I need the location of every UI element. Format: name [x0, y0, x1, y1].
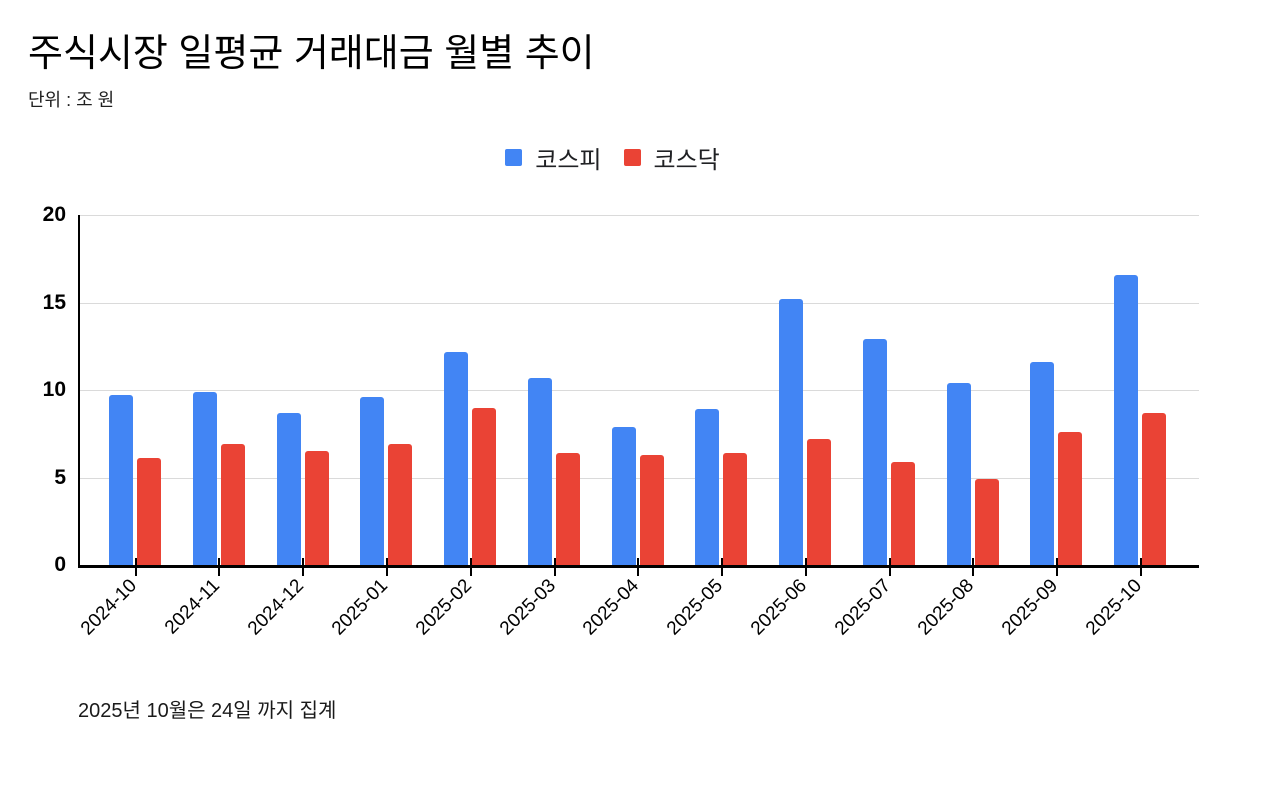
legend-label: 코스피 — [535, 146, 602, 174]
kospi-bar — [862, 339, 887, 565]
gridline — [80, 390, 1199, 391]
kospi-bar — [1114, 274, 1139, 565]
kospi-bar — [109, 395, 133, 565]
kospi-bar — [946, 383, 971, 565]
gridline — [80, 477, 1199, 479]
x-axis-tick — [553, 558, 556, 576]
footnote: 2025년 10월은 24일 까지 집계 — [78, 700, 337, 722]
y-axis-label: 20 — [42, 203, 66, 226]
x-axis-label: 2025-02 — [411, 575, 476, 640]
plot-area: 2024-10 2024-11 2024-12 2025-01 2025-02 2025-… — [77, 215, 1199, 639]
kospi-bar — [779, 299, 804, 565]
x-axis-label: 2025-08 — [914, 575, 979, 640]
kosdaq-bar — [974, 479, 999, 565]
x-axis-label: 2025-06 — [746, 575, 811, 640]
kosdaq-bar — [388, 444, 413, 565]
kospi-bar — [360, 397, 385, 565]
x-axis-tick — [134, 558, 137, 576]
kosdaq-bar — [890, 461, 915, 565]
unit-label: 단위 : 조 원 — [28, 90, 115, 110]
kosdaq-bar — [304, 451, 329, 565]
x-axis-label: 2025-09 — [998, 575, 1063, 640]
x-axis-label: 2025-04 — [579, 575, 644, 640]
y-axis-label: 15 — [42, 290, 66, 314]
x-axis-tick — [469, 558, 472, 576]
y-axis-label: 0 — [54, 553, 66, 576]
kosdaq-bar — [137, 458, 161, 565]
x-axis-tick — [637, 558, 640, 576]
x-axis-tick — [1056, 558, 1059, 576]
x-axis-tick — [888, 558, 891, 576]
y-axis-label: 5 — [54, 465, 66, 489]
kospi-bar — [444, 351, 469, 565]
gridline — [80, 215, 1199, 216]
y-axis-label: 10 — [42, 378, 66, 401]
kosdaq-bar — [639, 454, 664, 565]
x-axis-label: 2025-01 — [327, 575, 393, 640]
kosdaq-bar — [220, 444, 245, 565]
x-axis-tick — [1139, 558, 1142, 576]
x-axis-tick — [386, 558, 388, 576]
kosdaq-bar — [723, 453, 748, 565]
gridline — [80, 302, 1199, 304]
x-axis-label: 2024-10 — [76, 575, 141, 640]
kospi-bar — [527, 377, 552, 565]
kospi-bar — [276, 412, 301, 565]
kospi-legend-swatch-icon — [505, 148, 523, 166]
kosdaq-bar — [1142, 412, 1167, 565]
x-axis-tick — [972, 558, 975, 576]
x-axis-label: 2024-12 — [244, 575, 309, 640]
legend-item-kospi: 코스피 — [505, 140, 602, 175]
legend: 코스피 코스닥 — [0, 140, 1225, 175]
legend-label: 코스닥 — [653, 146, 720, 174]
kospi-bar — [611, 426, 636, 565]
x-axis-tick — [218, 558, 221, 576]
x-axis-label: 2025-05 — [662, 575, 728, 640]
x-axis-label: 2025-10 — [1081, 575, 1147, 640]
x-axis-label: 2025-03 — [495, 575, 560, 640]
kosdaq-bar — [807, 439, 832, 565]
kospi-bar — [192, 391, 217, 565]
kosdaq-bar — [472, 407, 497, 565]
kosdaq-bar — [1058, 432, 1083, 565]
x-axis-label: 2024-11 — [161, 575, 225, 639]
x-axis-tick — [302, 558, 305, 576]
x-axis-tick — [804, 558, 807, 576]
x-axis-label: 2025-07 — [830, 575, 895, 640]
kospi-bar — [1030, 362, 1055, 565]
kospi-bar — [695, 409, 720, 565]
legend-item-kosdaq: 코스닥 — [623, 140, 720, 175]
x-axis-tick — [721, 558, 724, 576]
kosdaq-legend-swatch-icon — [623, 148, 641, 166]
kosdaq-bar — [555, 453, 580, 565]
chart-title: 주식시장 일평균 거래대금 월별 추이 — [28, 33, 595, 75]
